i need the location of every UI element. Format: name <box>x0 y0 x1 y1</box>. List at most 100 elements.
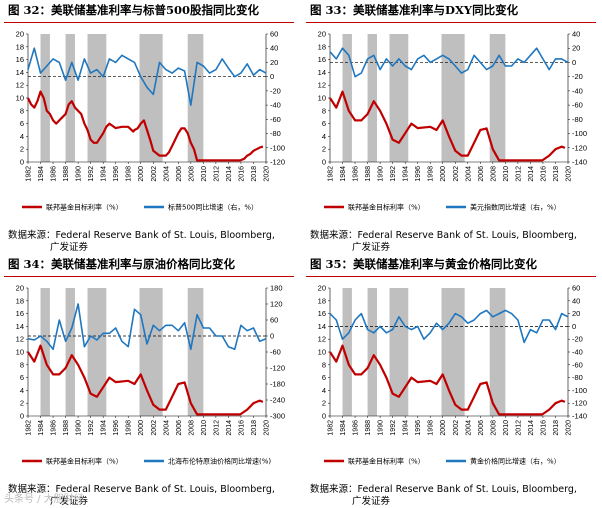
source-line2: 广发证券 <box>352 496 391 507</box>
yoy-growth-line <box>329 47 569 78</box>
title-divider <box>4 22 294 23</box>
x-tick-label: 1996 <box>415 166 422 182</box>
left-tick-label: 0 <box>20 158 24 167</box>
source-text: Federal Reserve Bank of St. Louis, Bloom… <box>55 484 275 495</box>
x-tick-label: 1994 <box>101 166 108 182</box>
x-tick-label: 2014 <box>226 166 233 182</box>
left-tick-label: 2 <box>322 399 326 408</box>
chart-svg: 0 2 4 6 8 10 12 14 16 18 20 -120 -100 -80 -60 -40 -20 0 20… <box>16 30 285 212</box>
chart-svg: 0 2 4 6 8 10 12 14 16 18 20 -300 -240 -180 -120 -60 0 60 1… <box>16 284 285 466</box>
right-tick-label: 40 <box>572 30 580 39</box>
x-tick-label: 2000 <box>440 420 447 436</box>
x-tick-label: 2014 <box>528 420 535 436</box>
yoy-growth-line <box>27 303 267 351</box>
left-tick-label: 10 <box>318 348 326 357</box>
left-tick-label: 8 <box>20 106 24 115</box>
right-tick-label: -80 <box>572 115 583 124</box>
x-tick-label: 2004 <box>465 166 472 182</box>
data-source: 数据来源：Federal Reserve Bank of St. Louis, … <box>8 230 275 254</box>
left-tick-label: 12 <box>318 81 326 90</box>
right-tick-label: 0 <box>572 58 576 67</box>
right-tick-label: -40 <box>572 348 583 357</box>
x-tick-label: 1996 <box>415 420 422 436</box>
recession-band <box>367 34 377 162</box>
x-tick-label: 2006 <box>478 420 485 436</box>
x-tick-label: 2012 <box>515 420 522 436</box>
left-tick-label: 16 <box>16 309 24 318</box>
left-tick-label: 2 <box>322 145 326 154</box>
source-label: 数据来源： <box>310 484 358 495</box>
left-tick-label: 12 <box>16 81 24 90</box>
source-line2: 广发证券 <box>50 496 89 507</box>
recession-band <box>40 34 50 162</box>
left-tick-label: 18 <box>318 42 326 51</box>
recession-band <box>139 288 163 416</box>
left-tick-label: 20 <box>16 284 24 293</box>
data-source: 数据来源：Federal Reserve Bank of St. Louis, … <box>310 230 577 254</box>
chart-title: 图 33：美联储基准利率与DXY同比变化 <box>310 3 519 17</box>
recession-band <box>187 34 204 162</box>
x-tick-label: 2006 <box>176 166 183 182</box>
left-tick-label: 4 <box>322 132 326 141</box>
recession-band <box>87 34 107 162</box>
left-tick-label: 4 <box>322 386 326 395</box>
right-tick-label: -140 <box>572 412 587 421</box>
recession-band <box>441 34 465 162</box>
title-divider <box>4 276 294 277</box>
x-tick-label: 2010 <box>201 420 208 436</box>
x-tick-label: 1984 <box>38 420 45 436</box>
x-tick-label: 2002 <box>151 420 158 436</box>
recession-band <box>489 34 506 162</box>
legend-label: 北海布伦特原油价格同比增速(%) <box>168 457 271 466</box>
source-text: Federal Reserve Bank of St. Louis, Bloom… <box>357 230 577 241</box>
right-tick-label: -140 <box>572 158 587 167</box>
right-tick-label: 40 <box>572 296 580 305</box>
right-tick-label: -40 <box>572 86 583 95</box>
x-tick-label: 2004 <box>465 420 472 436</box>
right-tick-label: 20 <box>572 309 580 318</box>
x-tick-label: 1992 <box>88 166 95 182</box>
left-tick-label: 6 <box>20 119 24 128</box>
left-tick-label: 16 <box>16 55 24 64</box>
left-tick-label: 10 <box>318 94 326 103</box>
x-tick-label: 1994 <box>101 420 108 436</box>
x-tick-label: 2010 <box>201 166 208 182</box>
left-tick-label: 4 <box>20 386 24 395</box>
fed-rate-line <box>27 344 264 416</box>
data-source: 数据来源：Federal Reserve Bank of St. Louis, … <box>8 484 275 508</box>
right-tick-label: 0 <box>270 332 274 341</box>
x-tick-label: 1994 <box>403 420 410 436</box>
x-tick-label: 2018 <box>553 420 560 436</box>
right-tick-label: -120 <box>572 399 587 408</box>
x-tick-label: 2020 <box>566 166 573 182</box>
right-tick-label: -20 <box>270 86 281 95</box>
x-tick-label: 1992 <box>390 420 397 436</box>
fed-rate-line <box>27 90 264 162</box>
yoy-growth-line <box>27 47 267 106</box>
x-tick-label: 2020 <box>264 166 271 182</box>
left-tick-label: 10 <box>16 348 24 357</box>
right-tick-label: -20 <box>572 72 583 81</box>
right-tick-label: -60 <box>270 115 281 124</box>
right-tick-label: -60 <box>572 101 583 110</box>
x-tick-label: 1996 <box>113 420 120 436</box>
x-tick-label: 2016 <box>540 420 547 436</box>
chart-panel-3: 图 34：美联储基准利率与原油价格同比变化 0 2 4 6 8 10 12 14 16 18 20 -… <box>4 254 294 507</box>
left-tick-label: 14 <box>16 322 24 331</box>
chart-panel-1: 图 32：美联储基准利率与标普500股指同比变化 0 2 4 6 8 10 12 14 16 18… <box>4 0 294 253</box>
left-tick-label: 16 <box>318 309 326 318</box>
x-tick-label: 1998 <box>126 420 133 436</box>
left-tick-label: 0 <box>322 412 326 421</box>
x-tick-label: 2016 <box>238 166 245 182</box>
left-tick-label: 12 <box>16 335 24 344</box>
right-tick-label: 60 <box>572 284 580 293</box>
yoy-growth-line <box>329 309 569 344</box>
right-tick-label: 40 <box>270 44 278 53</box>
x-tick-label: 2002 <box>151 166 158 182</box>
title-divider <box>306 276 596 277</box>
x-tick-label: 2020 <box>264 420 271 436</box>
left-tick-label: 8 <box>322 106 326 115</box>
x-tick-label: 1988 <box>63 166 70 182</box>
recession-band <box>342 288 352 416</box>
x-tick-label: 1984 <box>38 166 45 182</box>
